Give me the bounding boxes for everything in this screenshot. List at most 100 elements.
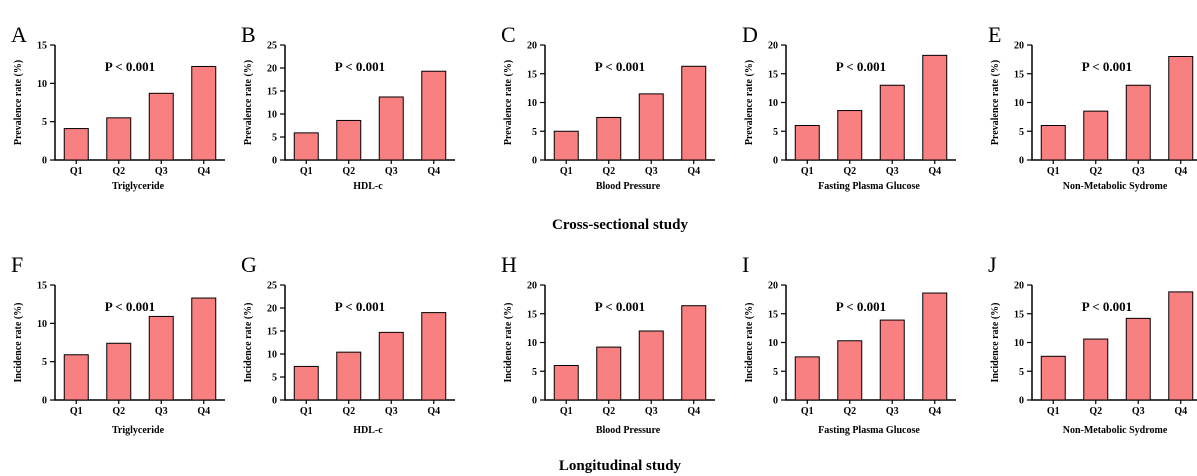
y-tick-label-c-0: 0 bbox=[532, 156, 537, 167]
p-value-b: P < 0.001 bbox=[335, 59, 385, 74]
bar-h-q4 bbox=[681, 305, 707, 401]
y-tick-label-h-10: 10 bbox=[527, 338, 537, 349]
cross-sectional-title: Cross-sectional study bbox=[552, 217, 688, 233]
bar-g-q3 bbox=[378, 331, 404, 401]
category-label-b-q1: Q1 bbox=[300, 166, 313, 177]
y-tick-label-a-5: 5 bbox=[42, 117, 47, 128]
y-tick-label-e-5: 5 bbox=[1019, 127, 1024, 138]
y-tick-label-b-15: 15 bbox=[267, 87, 277, 98]
category-label-g-q2: Q2 bbox=[342, 406, 355, 417]
chart-panels: A Prevalence rate (%) 0 5 10 15 Q1 Q2 Q3 Q4 Trigly… bbox=[11, 22, 1197, 436]
bar-c-q2 bbox=[596, 116, 622, 161]
panel-g: G Incidence rate (%) 0 5 10 15 20 25 Q1 Q2 Q3 Q4 HDL… bbox=[241, 252, 455, 436]
x-axis-label-e: Non-Metabolic Sydrome bbox=[1063, 181, 1168, 192]
panel-letter-f: F bbox=[11, 252, 23, 277]
y-axis-label-f: Incidence rate (%) bbox=[13, 303, 24, 383]
bar-d-q3 bbox=[879, 84, 905, 161]
panel-letter-c: C bbox=[501, 22, 516, 47]
category-label-g-q4: Q4 bbox=[427, 406, 440, 417]
bar-h-q3 bbox=[638, 330, 664, 401]
category-label-b-q3: Q3 bbox=[385, 166, 398, 177]
category-label-e-q3: Q3 bbox=[1132, 166, 1145, 177]
category-label-j-q3: Q3 bbox=[1132, 406, 1145, 417]
y-tick-label-h-5: 5 bbox=[532, 367, 537, 378]
y-tick-label-g-0: 0 bbox=[272, 396, 277, 407]
p-value-i: P < 0.001 bbox=[836, 299, 886, 314]
y-tick-label-j-5: 5 bbox=[1019, 367, 1024, 378]
y-tick-label-i-10: 10 bbox=[768, 338, 778, 349]
bar-e-q2 bbox=[1083, 110, 1109, 161]
y-tick-label-i-0: 0 bbox=[773, 396, 778, 407]
y-axis-label-i: Incidence rate (%) bbox=[744, 303, 755, 383]
bar-e-q4 bbox=[1168, 56, 1194, 161]
y-axis-label-b: Prevalence rate (%) bbox=[243, 60, 254, 145]
y-tick-label-d-10: 10 bbox=[768, 98, 778, 109]
category-label-a-q3: Q3 bbox=[155, 166, 168, 177]
bar-d-q2 bbox=[837, 110, 863, 161]
bar-i-q4 bbox=[922, 292, 948, 401]
x-axis-label-b: HDL-c bbox=[353, 181, 383, 192]
bar-h-q1 bbox=[553, 365, 579, 401]
p-value-f: P < 0.001 bbox=[105, 299, 155, 314]
y-tick-label-b-0: 0 bbox=[272, 156, 277, 167]
bar-d-q1 bbox=[794, 125, 820, 161]
panel-i: I Incidence rate (%) 0 5 10 15 20 Q1 Q2 Q3 Q4 Fasti… bbox=[742, 252, 956, 436]
bar-c-q4 bbox=[681, 65, 707, 161]
y-axis-label-g: Incidence rate (%) bbox=[243, 303, 254, 383]
category-label-i-q3: Q3 bbox=[886, 406, 899, 417]
y-tick-label-h-20: 20 bbox=[527, 281, 537, 292]
category-label-b-q2: Q2 bbox=[342, 166, 355, 177]
y-tick-label-d-5: 5 bbox=[773, 127, 778, 138]
bar-c-q1 bbox=[553, 130, 579, 161]
y-tick-label-d-20: 20 bbox=[768, 41, 778, 52]
bar-g-q2 bbox=[336, 351, 362, 401]
y-tick-label-f-15: 15 bbox=[37, 281, 47, 292]
y-tick-label-f-0: 0 bbox=[42, 396, 47, 407]
panel-letter-i: I bbox=[742, 252, 749, 277]
y-tick-label-j-15: 15 bbox=[1014, 309, 1024, 320]
category-label-e-q2: Q2 bbox=[1089, 166, 1102, 177]
y-axis-label-h: Incidence rate (%) bbox=[503, 303, 514, 383]
panel-d: D Prevalence rate (%) 0 5 10 15 20 Q1 Q2 Q3 Q4 Fast… bbox=[742, 22, 956, 192]
category-label-h-q2: Q2 bbox=[602, 406, 615, 417]
p-value-c: P < 0.001 bbox=[595, 59, 645, 74]
category-label-i-q2: Q2 bbox=[843, 406, 856, 417]
y-tick-label-e-0: 0 bbox=[1019, 156, 1024, 167]
bar-a-q1 bbox=[63, 128, 89, 161]
y-tick-label-b-10: 10 bbox=[267, 110, 277, 121]
y-tick-label-c-5: 5 bbox=[532, 127, 537, 138]
bar-g-q4 bbox=[421, 312, 447, 401]
category-label-d-q3: Q3 bbox=[886, 166, 899, 177]
bar-a-q3 bbox=[148, 92, 174, 161]
category-label-c-q4: Q4 bbox=[687, 166, 700, 177]
bar-e-q1 bbox=[1040, 125, 1066, 161]
category-label-b-q4: Q4 bbox=[427, 166, 440, 177]
panel-letter-h: H bbox=[501, 252, 517, 277]
category-label-h-q4: Q4 bbox=[687, 406, 700, 417]
y-tick-label-j-20: 20 bbox=[1014, 281, 1024, 292]
category-label-i-q1: Q1 bbox=[801, 406, 814, 417]
category-label-c-q2: Q2 bbox=[602, 166, 615, 177]
p-value-j: P < 0.001 bbox=[1082, 299, 1132, 314]
x-axis-label-i: Fasting Plasma Glucose bbox=[818, 425, 920, 436]
panel-e: E Prevalence rate (%) 0 5 10 15 20 Q1 Q2 Q3 Q4 Non-… bbox=[988, 22, 1197, 192]
panel-letter-a: A bbox=[11, 22, 27, 47]
bar-a-q4 bbox=[191, 65, 217, 161]
y-tick-label-g-20: 20 bbox=[267, 304, 277, 315]
y-tick-label-i-5: 5 bbox=[773, 367, 778, 378]
panel-c: C Prevalence rate (%) 0 5 10 15 20 Q1 Q2 Q3 Q4 Bloo… bbox=[501, 22, 715, 192]
y-tick-label-h-15: 15 bbox=[527, 309, 537, 320]
y-tick-label-i-15: 15 bbox=[768, 309, 778, 320]
category-label-f-q1: Q1 bbox=[70, 406, 83, 417]
panel-b: B Prevalence rate (%) 0 5 10 15 20 25 Q1 Q2 Q3 Q4 HD… bbox=[241, 22, 455, 192]
bar-e-q3 bbox=[1125, 84, 1151, 161]
y-axis-label-e: Prevalence rate (%) bbox=[990, 60, 1001, 145]
category-label-d-q4: Q4 bbox=[928, 166, 941, 177]
category-label-a-q1: Q1 bbox=[70, 166, 83, 177]
bar-f-q4 bbox=[191, 297, 217, 401]
bar-b-q1 bbox=[293, 132, 319, 161]
category-label-h-q1: Q1 bbox=[560, 406, 573, 417]
bar-j-q2 bbox=[1083, 338, 1109, 401]
p-value-h: P < 0.001 bbox=[595, 299, 645, 314]
bar-i-q2 bbox=[837, 340, 863, 401]
